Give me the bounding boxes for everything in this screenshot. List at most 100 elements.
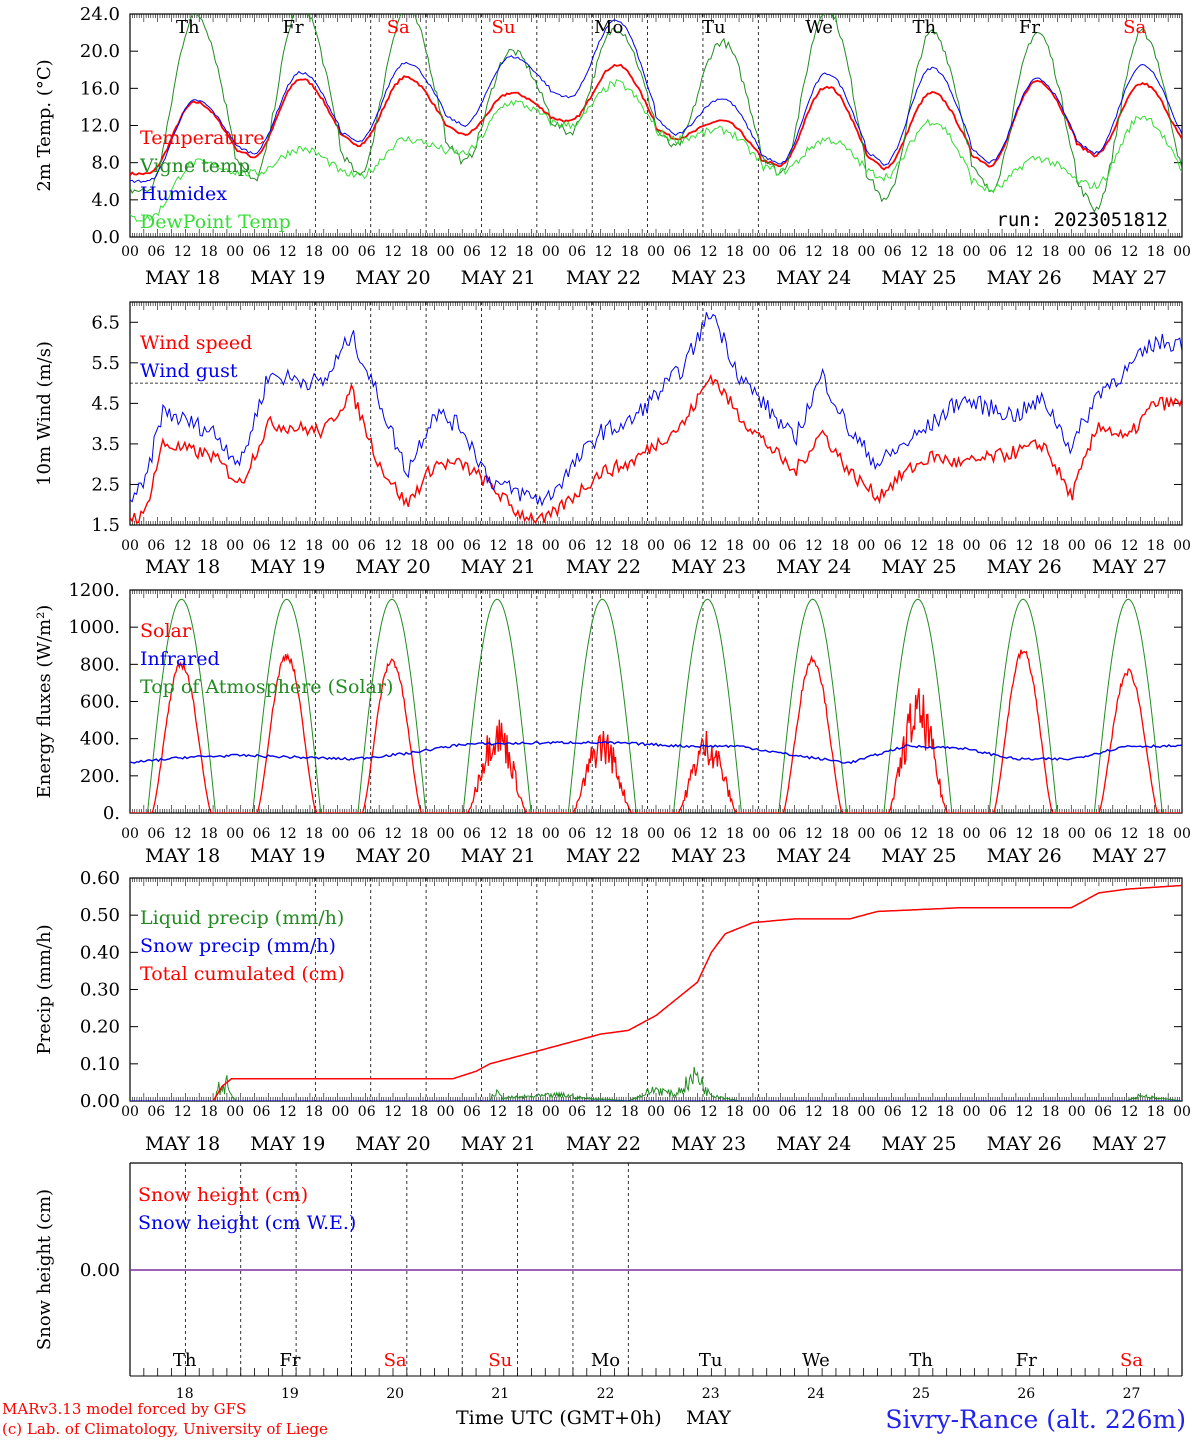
hour-tick-label: 18 bbox=[621, 244, 639, 260]
hour-tick-label: 06 bbox=[779, 538, 797, 554]
hour-tick-label: 18 bbox=[726, 244, 744, 260]
legend-entry: Snow precip (mm/h) bbox=[140, 935, 336, 957]
hour-tick-label: 18 bbox=[200, 1104, 218, 1120]
y-tick-label: 0.00 bbox=[80, 1091, 120, 1112]
y-axis-label: 2m Temp. (°C) bbox=[34, 59, 55, 191]
day-number-label: 23 bbox=[702, 1386, 720, 1402]
hour-tick-label: 00 bbox=[647, 1104, 665, 1120]
hour-tick-label: 12 bbox=[700, 1104, 718, 1120]
legend-entry: Vigne temp bbox=[139, 155, 250, 177]
hour-tick-label: 12 bbox=[384, 826, 402, 842]
hour-tick-label: 00 bbox=[437, 244, 455, 260]
hour-tick-label: 06 bbox=[989, 244, 1007, 260]
hour-tick-label: 12 bbox=[384, 1104, 402, 1120]
hour-tick-label: 12 bbox=[174, 244, 192, 260]
hour-tick-label: 00 bbox=[121, 538, 139, 554]
weekday-label: Th bbox=[176, 17, 200, 38]
hour-tick-label: 12 bbox=[594, 1104, 612, 1120]
day-title-label: MAY 19 bbox=[250, 267, 325, 289]
series-line-infrared bbox=[130, 740, 1182, 765]
day-number-label: 19 bbox=[281, 1386, 299, 1402]
y-tick-label: 0. bbox=[103, 803, 120, 824]
hour-tick-label: 00 bbox=[1068, 1104, 1086, 1120]
day-title-label: MAY 22 bbox=[566, 1133, 641, 1155]
hour-tick-label: 18 bbox=[1042, 1104, 1060, 1120]
hour-tick-label: 18 bbox=[200, 538, 218, 554]
series-line-wind-speed bbox=[130, 373, 1182, 524]
x-ticks bbox=[129, 14, 1183, 237]
series-line-liquid-precip-mm-h- bbox=[130, 1066, 1182, 1101]
day-title-label: MAY 25 bbox=[881, 556, 956, 578]
hour-tick-label: 12 bbox=[279, 244, 297, 260]
day-title-label: MAY 25 bbox=[881, 845, 956, 867]
y-tick-label: 800. bbox=[80, 654, 120, 675]
panel-frame bbox=[129, 301, 1183, 526]
day-title-label: MAY 20 bbox=[355, 845, 430, 867]
hour-tick-label: 00 bbox=[1068, 244, 1086, 260]
hour-tick-label: 00 bbox=[1173, 538, 1191, 554]
x-ticks bbox=[129, 302, 1183, 525]
hour-tick-label: 06 bbox=[568, 538, 586, 554]
panel-energy: 0. 200. 400. 600. 800. 1000. 1200. Energy fluxe… bbox=[34, 580, 1191, 867]
day-title-label: MAY 26 bbox=[987, 267, 1062, 289]
day-title-label: MAY 26 bbox=[987, 556, 1062, 578]
hour-tick-label: 06 bbox=[147, 244, 165, 260]
hour-tick-label: 12 bbox=[910, 1104, 928, 1120]
hour-tick-label: 12 bbox=[805, 538, 823, 554]
day-title-label: MAY 21 bbox=[461, 845, 536, 867]
day-number-label: 25 bbox=[912, 1386, 930, 1402]
hour-tick-label: 00 bbox=[331, 538, 349, 554]
hour-tick-label: 06 bbox=[989, 1104, 1007, 1120]
weekday-label: Th bbox=[173, 1350, 197, 1371]
y-tick-label: 200. bbox=[80, 766, 120, 787]
hour-tick-label: 18 bbox=[1147, 826, 1165, 842]
hour-tick-label: 00 bbox=[857, 1104, 875, 1120]
legend-entry: Wind gust bbox=[140, 360, 238, 382]
hour-tick-label: 18 bbox=[831, 538, 849, 554]
hour-tick-label: 12 bbox=[910, 538, 928, 554]
weekday-label: We bbox=[802, 1350, 830, 1371]
day-title-label: MAY 19 bbox=[250, 556, 325, 578]
hour-tick-label: 12 bbox=[384, 244, 402, 260]
hour-tick-label: 00 bbox=[542, 1104, 560, 1120]
hour-tick-label: 18 bbox=[410, 826, 428, 842]
y-tick-label: 20.0 bbox=[80, 41, 120, 62]
hour-tick-label: 12 bbox=[700, 244, 718, 260]
hour-tick-label: 12 bbox=[1015, 1104, 1033, 1120]
y-tick-label: 6.5 bbox=[91, 312, 120, 333]
series-line-humidex bbox=[130, 19, 1182, 184]
hour-tick-label: 06 bbox=[989, 538, 1007, 554]
hour-tick-label: 18 bbox=[305, 538, 323, 554]
x-axis-month: MAY bbox=[686, 1407, 731, 1429]
hour-tick-label: 00 bbox=[226, 826, 244, 842]
day-number-label: 26 bbox=[1017, 1386, 1035, 1402]
hour-tick-label: 18 bbox=[621, 826, 639, 842]
weekday-label: Fr bbox=[1016, 1350, 1037, 1371]
hour-tick-label: 00 bbox=[226, 244, 244, 260]
weekday-label: Su bbox=[491, 17, 515, 38]
hour-tick-label: 12 bbox=[594, 244, 612, 260]
hour-tick-label: 12 bbox=[700, 538, 718, 554]
panel-precip: 0.00 0.10 0.20 0.30 0.40 0.50 0.60 Precip (mm/h… bbox=[34, 868, 1191, 1155]
day-title-label: MAY 25 bbox=[881, 1133, 956, 1155]
hour-tick-label: 12 bbox=[700, 826, 718, 842]
credit-line: MARv3.13 model forced by GFS bbox=[2, 1400, 246, 1418]
hour-tick-label: 06 bbox=[568, 244, 586, 260]
weekday-label: Th bbox=[912, 17, 936, 38]
hour-tick-label: 06 bbox=[884, 538, 902, 554]
hour-tick-label: 18 bbox=[621, 1104, 639, 1120]
hour-tick-label: 12 bbox=[1015, 538, 1033, 554]
hour-tick-label: 06 bbox=[147, 826, 165, 842]
hour-tick-label: 06 bbox=[463, 244, 481, 260]
series-line-wind-gust bbox=[130, 312, 1182, 507]
legend-entry: DewPoint Temp bbox=[140, 211, 291, 233]
panel-temp: 0.0 4.0 8.0 12.0 16.0 20.0 24.0 2m Temp. (°C) 00… bbox=[34, 4, 1191, 289]
y-tick-label: 0.20 bbox=[80, 1017, 120, 1038]
hour-tick-label: 06 bbox=[358, 826, 376, 842]
weekday-label: Fr bbox=[1019, 17, 1040, 38]
hour-tick-label: 06 bbox=[1094, 538, 1112, 554]
hour-tick-label: 00 bbox=[331, 826, 349, 842]
hour-tick-label: 12 bbox=[489, 244, 507, 260]
hour-tick-label: 00 bbox=[121, 244, 139, 260]
hour-tick-label: 18 bbox=[1147, 1104, 1165, 1120]
